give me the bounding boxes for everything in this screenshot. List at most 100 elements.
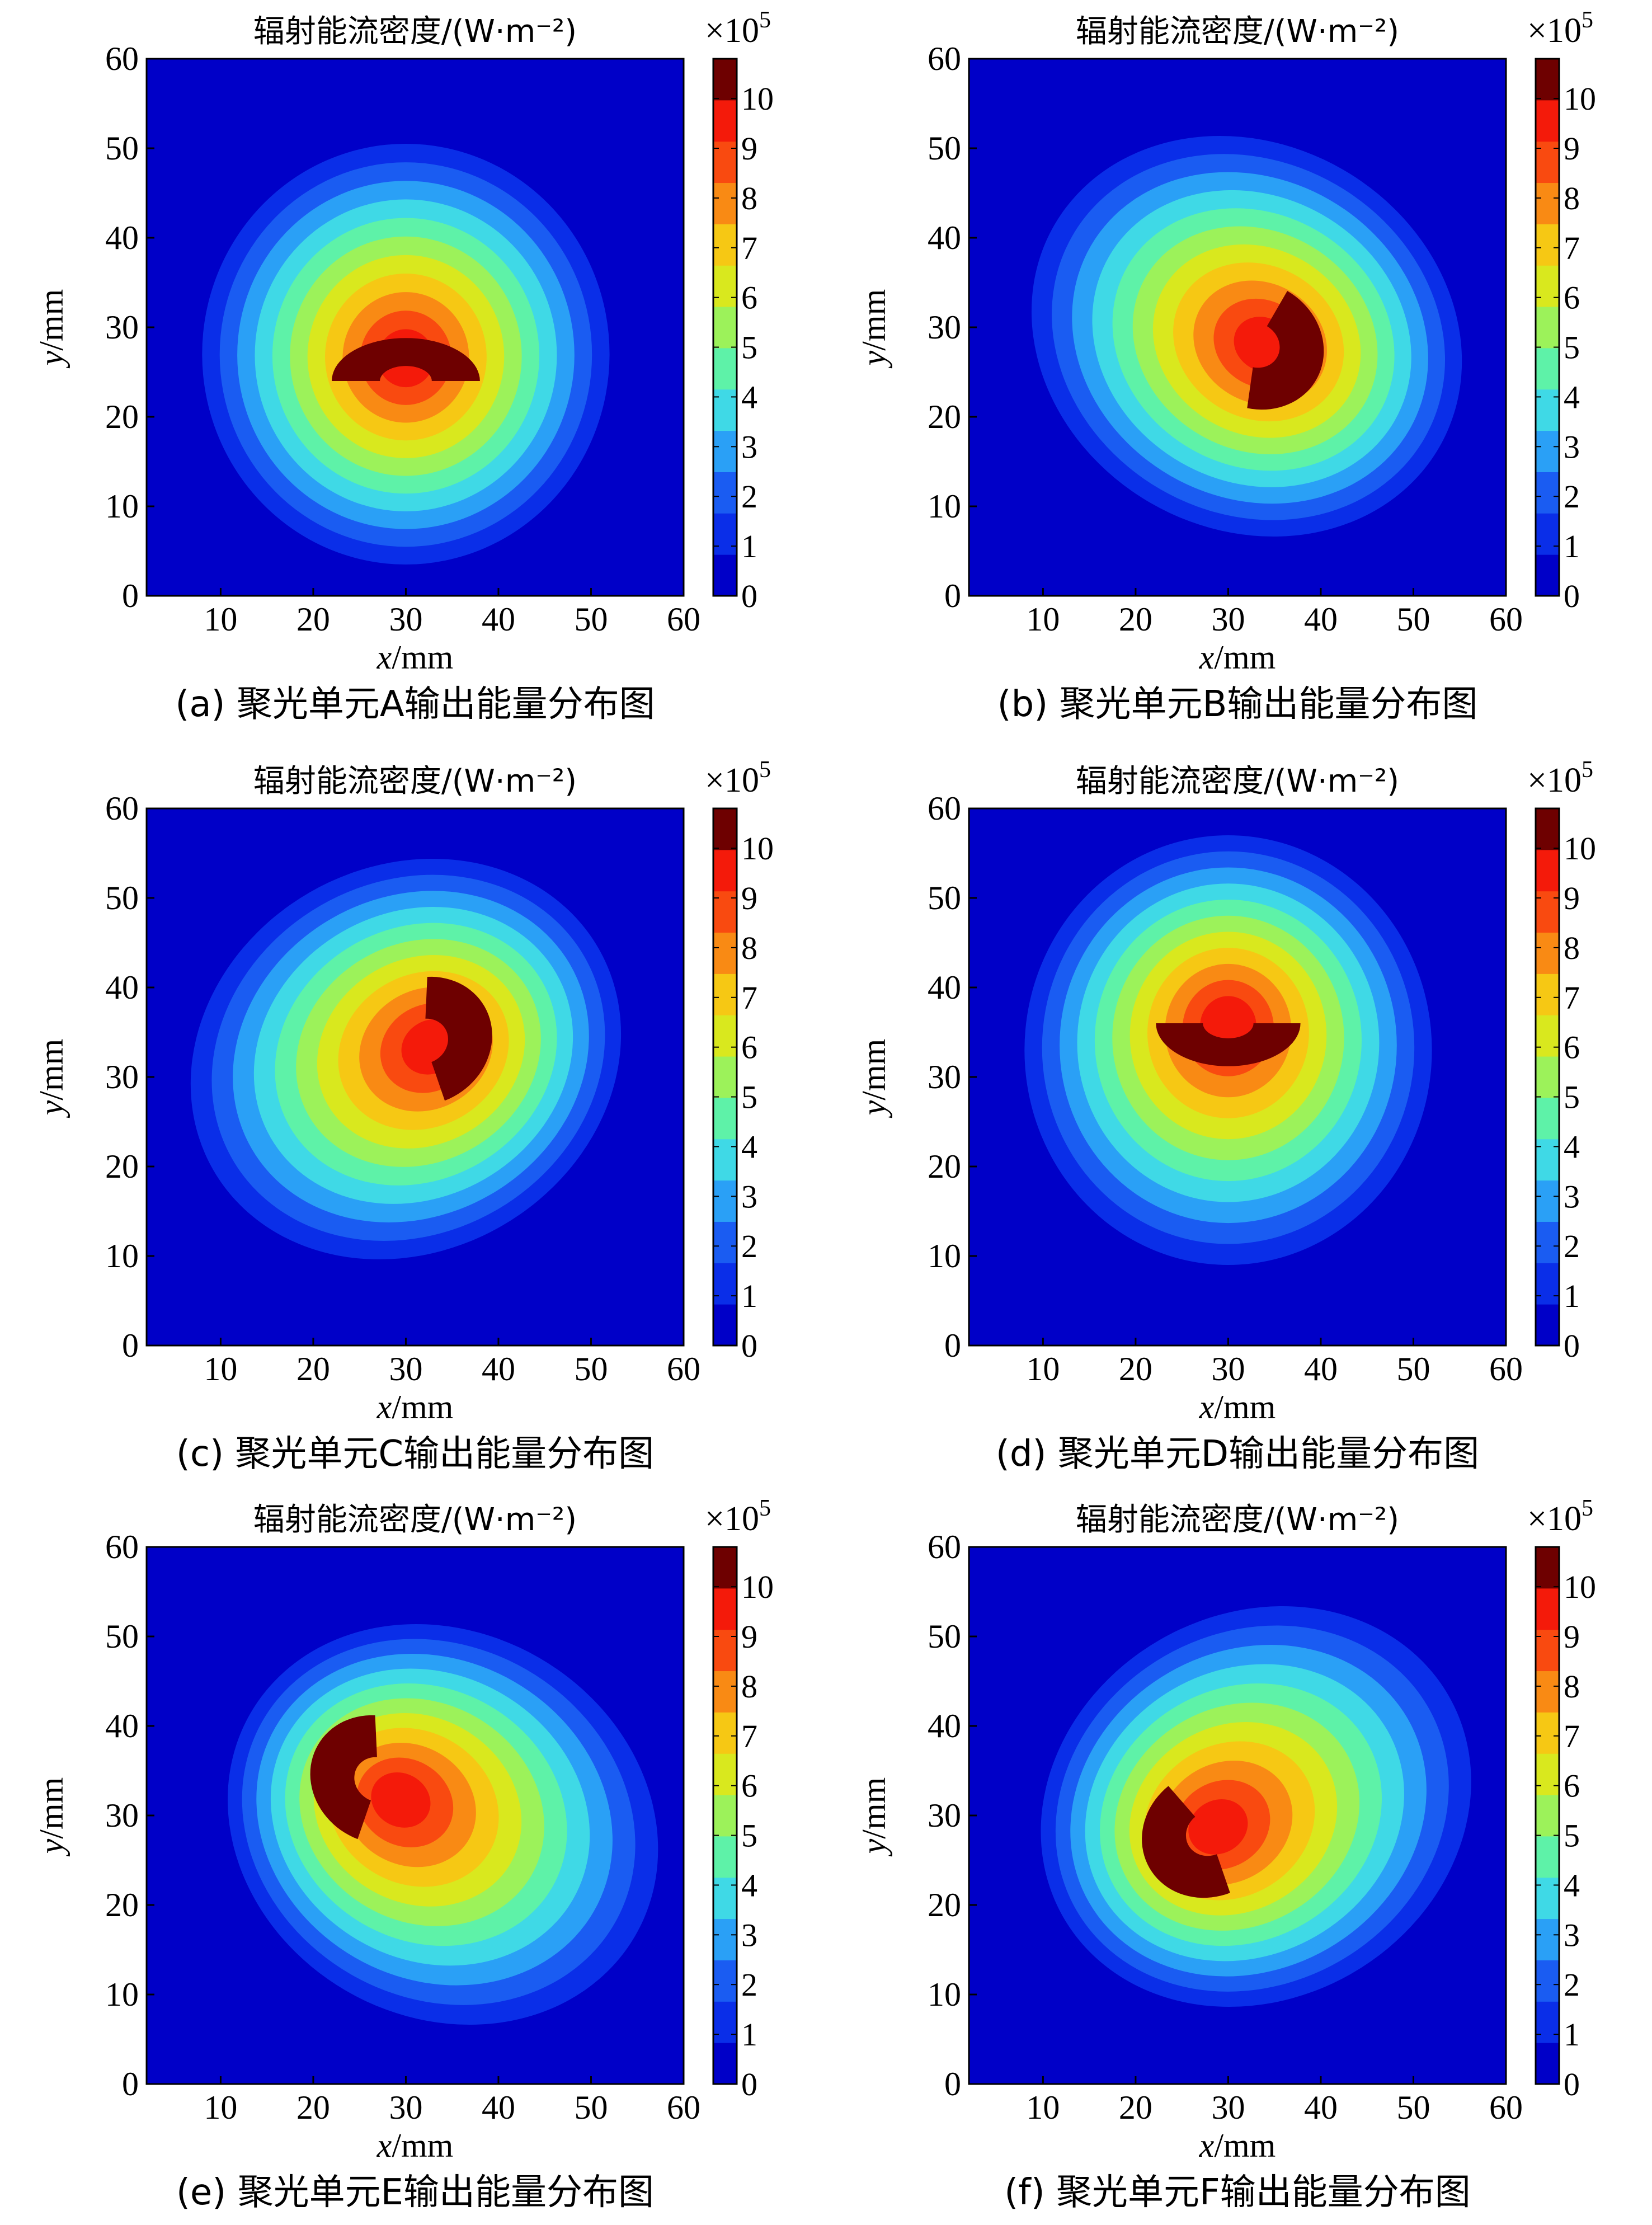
colorbar-tick-label: 3 bbox=[1564, 429, 1580, 465]
colorbar-multiplier: ×105 bbox=[705, 757, 771, 799]
x-tick-label: 20 bbox=[296, 1351, 330, 1387]
y-tick-label: 0 bbox=[944, 1327, 961, 1364]
peak-region bbox=[1156, 1023, 1301, 1066]
colorbar-segment bbox=[713, 1221, 737, 1263]
colorbar-segment bbox=[713, 1712, 737, 1754]
colorbar-tick-label: 8 bbox=[741, 1668, 757, 1705]
colorbar-segment bbox=[1536, 1180, 1559, 1222]
y-axis-label: y/mm bbox=[855, 289, 892, 369]
colorbar-segment bbox=[713, 1180, 737, 1222]
y-tick-label: 60 bbox=[105, 40, 139, 77]
x-tick-label: 20 bbox=[1119, 2089, 1152, 2126]
colorbar-tick-label: 8 bbox=[741, 180, 757, 217]
colorbar-multiplier: ×105 bbox=[1527, 1495, 1593, 1538]
colorbar-segment bbox=[1536, 141, 1559, 184]
y-tick-label: 40 bbox=[928, 969, 961, 1006]
y-tick-label: 60 bbox=[928, 1528, 961, 1565]
colorbar-segment bbox=[1536, 513, 1559, 555]
x-tick-label: 40 bbox=[1304, 1351, 1338, 1387]
y-tick-label: 60 bbox=[928, 40, 961, 77]
y-tick-label: 30 bbox=[105, 309, 139, 346]
colorbar-tick-label: 10 bbox=[741, 830, 774, 867]
colorbar-segment bbox=[1536, 849, 1559, 892]
colorbar-segment bbox=[713, 1056, 737, 1098]
colorbar-tick-label: 8 bbox=[1564, 930, 1580, 966]
colorbar-tick-label: 5 bbox=[741, 1079, 757, 1116]
colorbar-segment bbox=[713, 1547, 737, 1589]
colorbar-segment bbox=[713, 59, 737, 101]
colorbar-segment bbox=[713, 1588, 737, 1630]
heatmap bbox=[1041, 1606, 1471, 2007]
peak-region bbox=[332, 338, 480, 381]
peak-region bbox=[425, 976, 492, 1101]
colorbar-tick-label: 6 bbox=[741, 280, 757, 316]
peak-region bbox=[310, 1715, 377, 1840]
panel-caption: (b) 聚光单元B输出能量分布图 bbox=[997, 684, 1478, 725]
y-tick-label: 50 bbox=[105, 879, 139, 916]
colorbar-tick-label: 10 bbox=[741, 1569, 774, 1605]
colorbar-tick-label: 1 bbox=[1564, 528, 1580, 565]
colorbar-segment bbox=[713, 808, 737, 850]
y-tick-label: 10 bbox=[105, 488, 139, 525]
chart-title: 辐射能流密度/(W·m⁻²) bbox=[253, 1502, 577, 1538]
x-tick-label: 10 bbox=[1026, 1351, 1060, 1387]
colorbar-tick-label: 8 bbox=[1564, 180, 1580, 217]
heatmap bbox=[1031, 135, 1462, 537]
x-tick-label: 50 bbox=[574, 2089, 608, 2126]
x-tick-label: 40 bbox=[482, 601, 515, 638]
colorbar-frame bbox=[712, 1546, 738, 2085]
x-axis-label: x/mm bbox=[1199, 2127, 1276, 2164]
colorbar-segment bbox=[1536, 1056, 1559, 1098]
x-tick-label: 20 bbox=[296, 601, 330, 638]
colorbar-tick-label: 7 bbox=[1564, 980, 1580, 1016]
colorbar-tick-label: 5 bbox=[1564, 330, 1580, 366]
contour-band-11 bbox=[371, 1772, 431, 1828]
colorbar-tick-label: 0 bbox=[741, 578, 757, 614]
colorbar-frame bbox=[1535, 1546, 1560, 2085]
colorbar-segment bbox=[713, 1097, 737, 1140]
colorbar-tick-label: 4 bbox=[741, 1128, 757, 1165]
colorbar-tick-label: 4 bbox=[1564, 1867, 1580, 1903]
colorbar-segment bbox=[713, 389, 737, 431]
x-tick-label: 60 bbox=[1489, 601, 1523, 638]
chart-title: 辐射能流密度/(W·m⁻²) bbox=[1076, 763, 1399, 799]
colorbar-segment bbox=[713, 430, 737, 472]
y-tick-label: 10 bbox=[105, 1238, 139, 1274]
colorbar-tick-label: 3 bbox=[741, 429, 757, 465]
colorbar-segment bbox=[1536, 808, 1559, 850]
panel-caption: (a) 聚光单元A输出能量分布图 bbox=[175, 684, 655, 725]
colorbar-tick-label: 3 bbox=[1564, 1178, 1580, 1215]
colorbar-tick-label: 5 bbox=[1564, 1079, 1580, 1116]
y-axis-label: y/mm bbox=[33, 1039, 70, 1119]
colorbar-segment bbox=[713, 1795, 737, 1837]
colorbar-segment bbox=[713, 265, 737, 307]
x-tick-label: 10 bbox=[204, 601, 237, 638]
chart-title: 辐射能流密度/(W·m⁻²) bbox=[1076, 13, 1399, 50]
y-tick-label: 0 bbox=[122, 577, 139, 614]
heatmap bbox=[1024, 835, 1432, 1265]
colorbar-segment bbox=[713, 513, 737, 555]
heatmap bbox=[202, 144, 610, 565]
colorbar-tick-label: 0 bbox=[1564, 1328, 1580, 1364]
colorbar-segment bbox=[1536, 100, 1559, 142]
colorbar-segment bbox=[713, 1836, 737, 1878]
y-tick-label: 20 bbox=[105, 1887, 139, 1923]
colorbar-tick-label: 0 bbox=[741, 1328, 757, 1364]
x-tick-label: 30 bbox=[389, 2089, 422, 2126]
colorbar-tick-label: 1 bbox=[741, 2016, 757, 2053]
y-axis-label: y/mm bbox=[855, 1039, 892, 1119]
colorbar-segment bbox=[713, 1304, 737, 1346]
x-tick-label: 60 bbox=[667, 601, 700, 638]
x-tick-label: 40 bbox=[482, 2089, 515, 2126]
colorbar-segment bbox=[713, 182, 737, 224]
colorbar-segment bbox=[1536, 1795, 1559, 1837]
colorbar-tick-label: 7 bbox=[1564, 1718, 1580, 1754]
colorbar-tick-label: 1 bbox=[1564, 2016, 1580, 2053]
colorbar-tick-label: 10 bbox=[1564, 81, 1596, 117]
colorbar-segment bbox=[713, 1753, 737, 1795]
colorbar-segment bbox=[1536, 472, 1559, 514]
colorbar-tick-label: 8 bbox=[741, 930, 757, 966]
colorbar-tick-label: 1 bbox=[1564, 1278, 1580, 1314]
